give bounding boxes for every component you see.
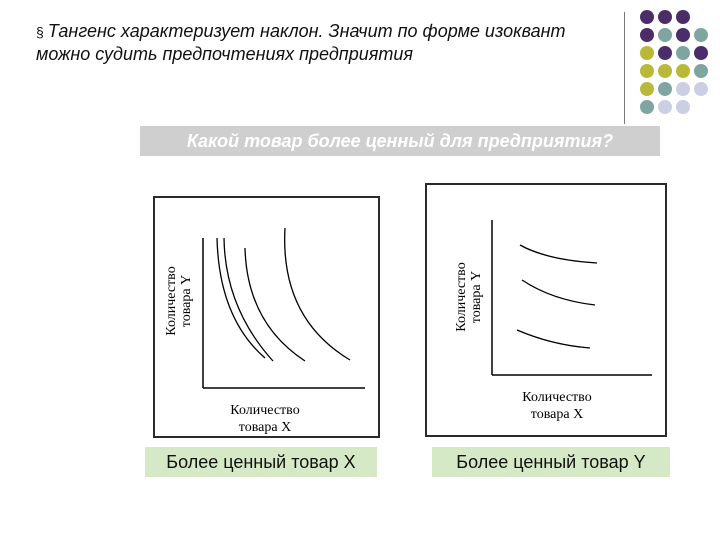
dot-decoration [658,28,672,42]
right-isoquant-graph: Количество товара Y Количество товара X [425,183,667,437]
dot-decoration [694,46,708,60]
left-y-axis-label: Количество товара Y [164,266,194,335]
dot-decoration [676,46,690,60]
title-line-2: можно судить предпочтениях предприятия [36,44,413,64]
xlabel-line-2: товара X [530,407,584,422]
isoquant-curve-2 [521,279,596,306]
dot-decoration [676,100,690,114]
right-x-axis-label: Количество товара X [522,389,591,423]
left-isoquant-graph: Количество товара Y Количество товара X [153,196,380,438]
dot-decoration [676,64,690,78]
ylabel-line-2: товара Y [469,270,484,324]
isoquant-curve-1 [216,237,266,359]
dot-decoration [640,28,654,42]
dot-decoration [658,100,672,114]
right-graph-svg [491,220,652,376]
left-x-axis-label: Количество товара X [230,402,299,436]
dot-decoration [640,100,654,114]
dot-decoration [640,64,654,78]
xlabel-line-2: товара X [238,420,292,435]
dot-decoration [676,10,690,24]
ylabel-line-1: Количество [454,262,469,332]
dot-decoration [640,46,654,60]
ylabel-line-2: товара Y [179,274,194,328]
answer-left: Более ценный товар X [145,447,377,477]
dot-decoration [658,82,672,96]
isoquant-curve-3 [516,329,591,349]
isoquant-curve-4 [284,227,351,361]
right-y-axis-label: Количество товара Y [454,262,484,331]
dot-decoration [658,46,672,60]
dot-decoration [640,10,654,24]
title-line-1: Тангенс характеризует наклон. Значит по … [47,21,566,41]
answer-right: Более ценный товар Y [432,447,670,477]
dot-decoration [694,82,708,96]
divider-line [624,12,625,124]
dot-decoration [658,10,672,24]
ylabel-line-1: Количество [164,266,179,336]
left-graph-svg [202,227,365,389]
dot-decoration [676,82,690,96]
dot-decoration [640,82,654,96]
dot-decoration [694,28,708,42]
isoquant-curve-2 [223,237,274,362]
bullet-icon: § [36,24,44,40]
question-banner: Какой товар более ценный для предприятия… [140,126,660,156]
slide-title: § Тангенс характеризует наклон. Значит по… [36,20,616,65]
dot-decoration [658,64,672,78]
dot-decoration [694,64,708,78]
xlabel-line-1: Количество [522,390,592,405]
xlabel-line-1: Количество [230,403,300,418]
isoquant-curve-1 [519,244,598,264]
isoquant-curve-3 [244,247,306,362]
dot-decoration [676,28,690,42]
